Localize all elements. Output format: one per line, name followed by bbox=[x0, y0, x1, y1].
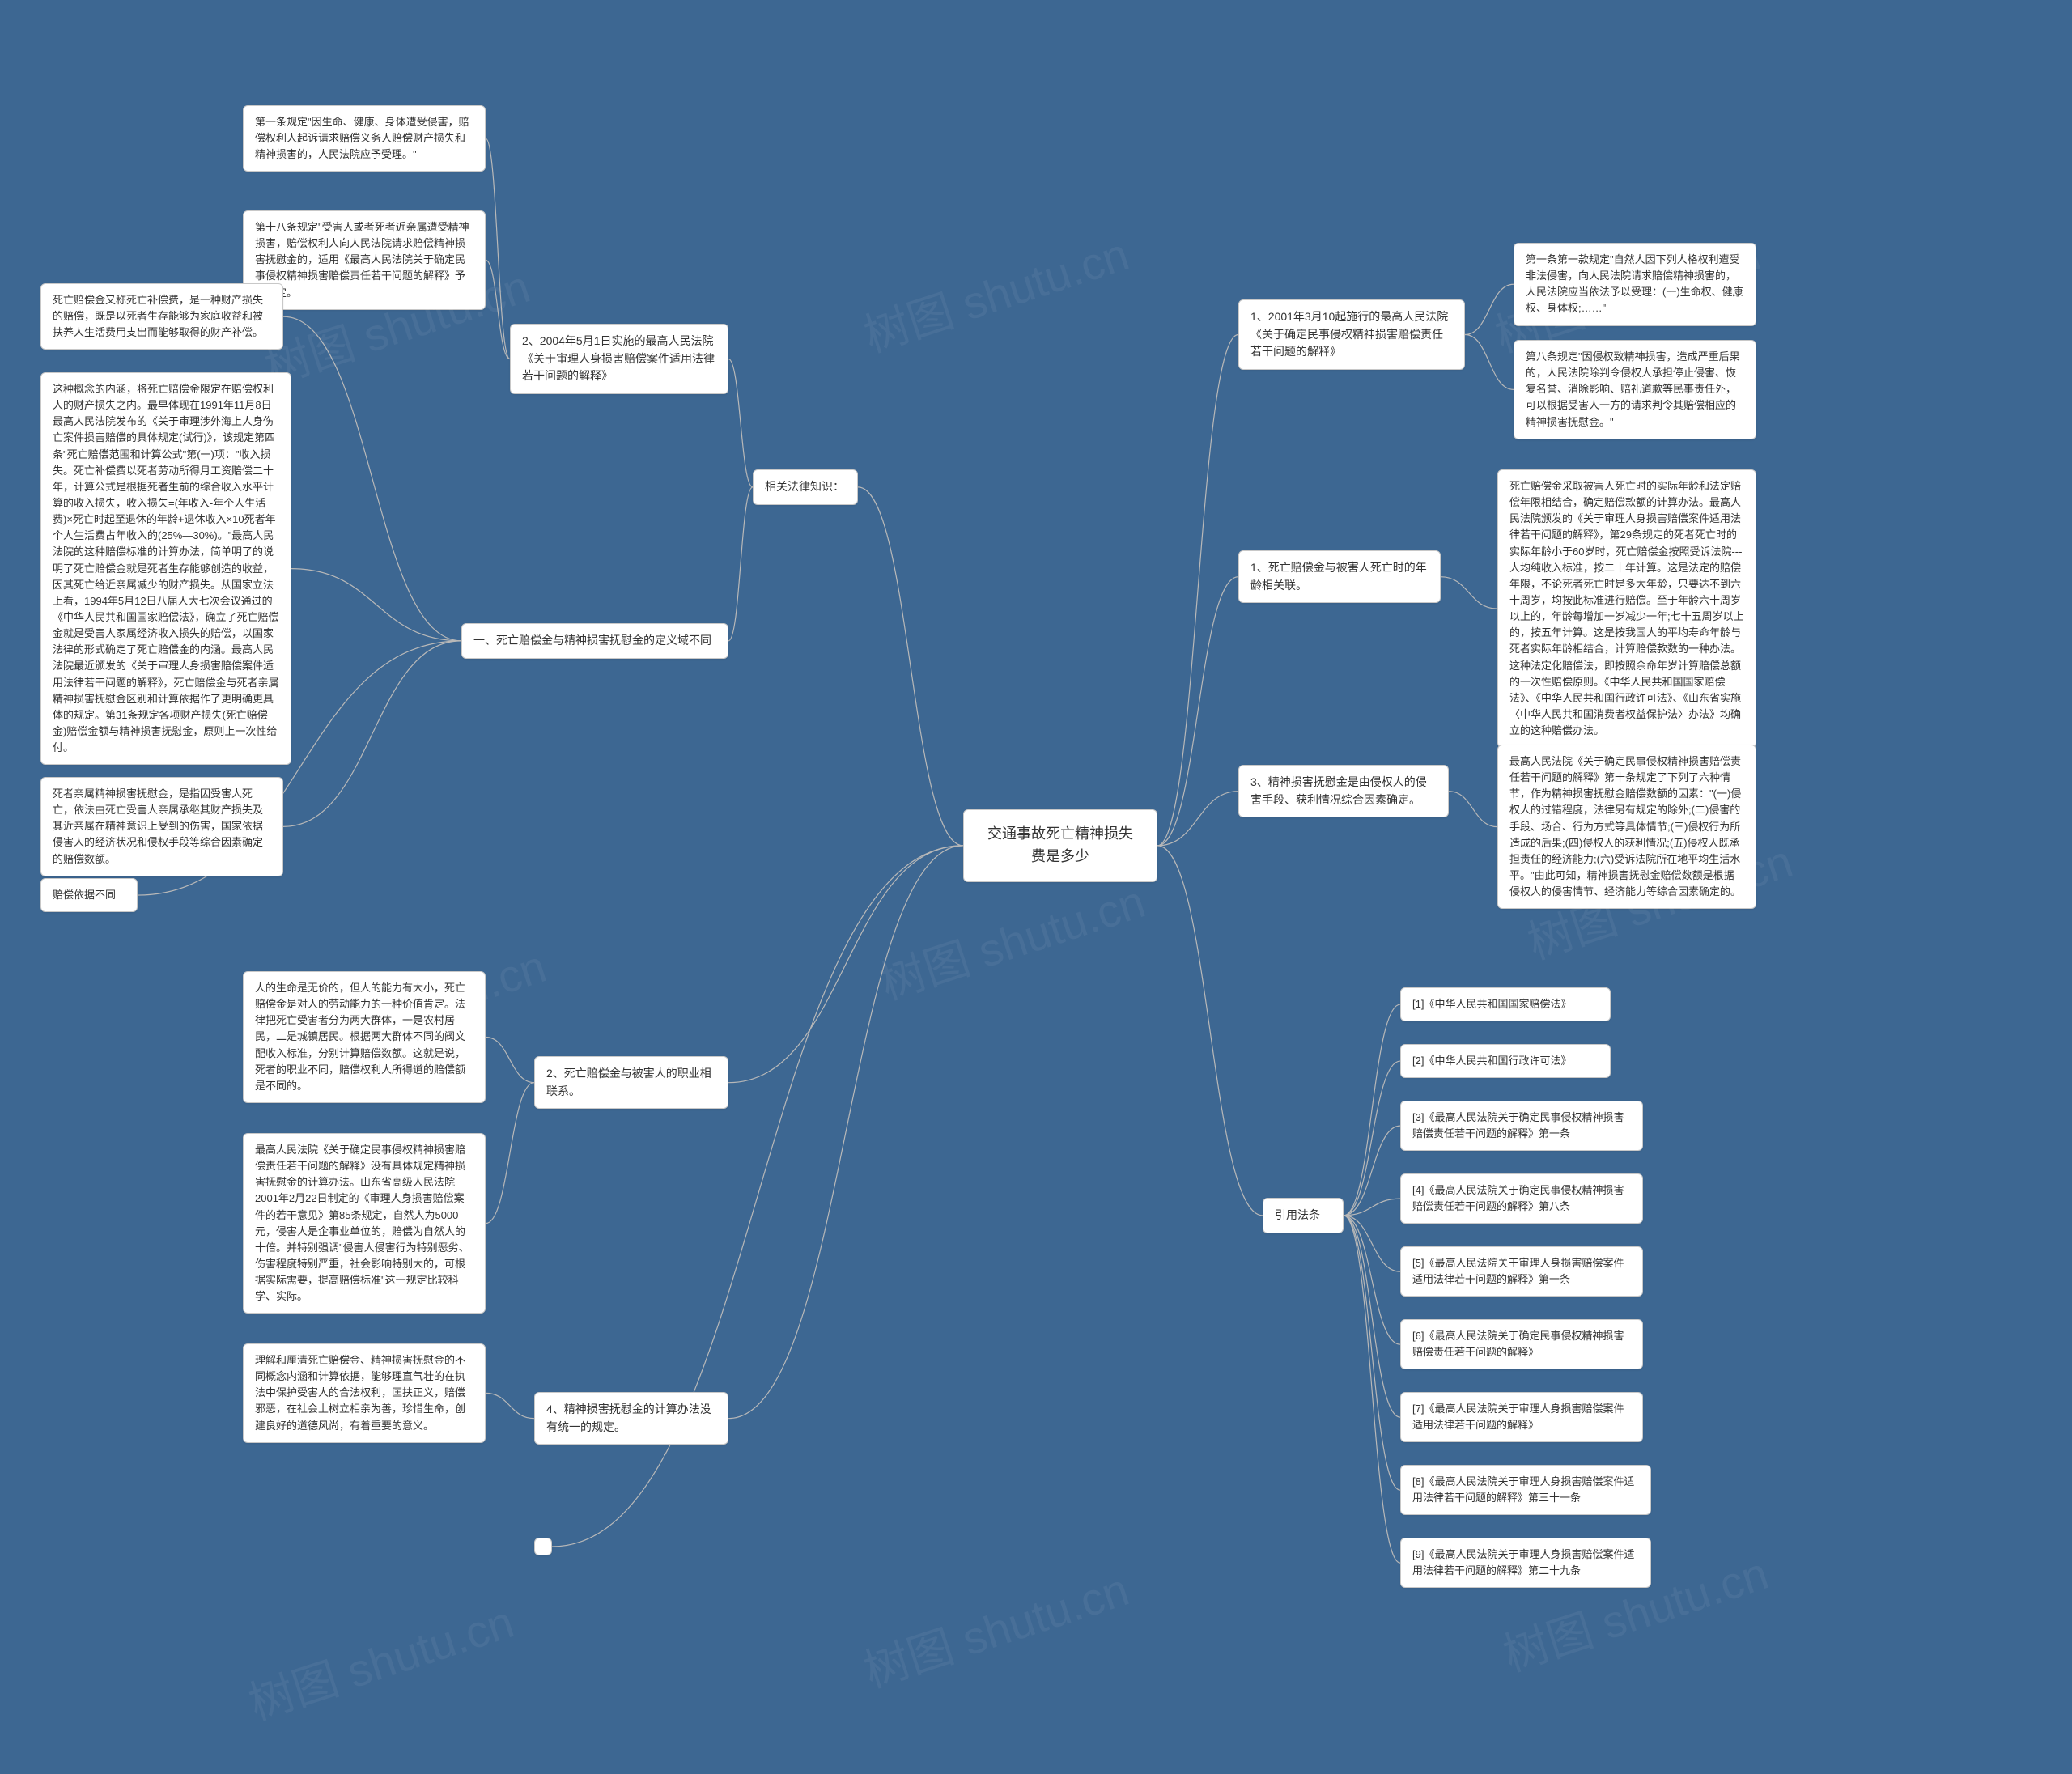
section-node: 引用法条 bbox=[1263, 1198, 1344, 1233]
center-node: 交通事故死亡精神损失费是多少 bbox=[963, 809, 1157, 882]
empty-node bbox=[534, 1538, 552, 1555]
leaf-node: 最高人民法院《关于确定民事侵权精神损害赔偿责任若干问题的解释》第十条规定了下列了… bbox=[1497, 745, 1756, 909]
leaf-node: [4]《最高人民法院关于确定民事侵权精神损害赔偿责任若干问题的解释》第八条 bbox=[1400, 1173, 1643, 1224]
leaf-node: 理解和厘清死亡赔偿金、精神损害抚慰金的不同概念内涵和计算依据，能够理直气壮的在执… bbox=[243, 1343, 486, 1443]
leaf-node: 赔偿依据不同 bbox=[40, 878, 138, 912]
section-node: 4、精神损害抚慰金的计算办法没有统一的规定。 bbox=[534, 1392, 728, 1445]
leaf-node: 死亡赔偿金又称死亡补偿费，是一种财产损失的赔偿，既是以死者生存能够为家庭收益和被… bbox=[40, 283, 283, 350]
watermark: 树图 shutu.cn bbox=[871, 866, 1153, 1013]
leaf-node: [2]《中华人民共和国行政许可法》 bbox=[1400, 1044, 1611, 1078]
section-node: 1、死亡赔偿金与被害人死亡时的年龄相关联。 bbox=[1238, 550, 1441, 603]
section-node: 2、死亡赔偿金与被害人的职业相联系。 bbox=[534, 1056, 728, 1109]
leaf-node: [7]《最高人民法院关于审理人身损害赔偿案件适用法律若干问题的解释》 bbox=[1400, 1392, 1643, 1442]
section-node: 3、精神损害抚慰金是由侵权人的侵害手段、获利情况综合因素确定。 bbox=[1238, 765, 1449, 817]
leaf-node: 第一条规定"因生命、健康、身体遭受侵害，赔偿权利人起诉请求赔偿义务人赔偿财产损失… bbox=[243, 105, 486, 172]
leaf-node: [3]《最高人民法院关于确定民事侵权精神损害赔偿责任若干问题的解释》第一条 bbox=[1400, 1101, 1643, 1151]
leaf-node: 最高人民法院《关于确定民事侵权精神损害赔偿责任若干问题的解释》没有具体规定精神损… bbox=[243, 1133, 486, 1314]
section-node: 1、2001年3月10起施行的最高人民法院《关于确定民事侵权精神损害赔偿责任若干… bbox=[1238, 299, 1465, 370]
leaf-node: [9]《最高人民法院关于审理人身损害赔偿案件适用法律若干问题的解释》第二十九条 bbox=[1400, 1538, 1651, 1588]
watermark: 树图 shutu.cn bbox=[855, 219, 1136, 366]
leaf-node: 死亡赔偿金采取被害人死亡时的实际年龄和法定赔偿年限相结合，确定赔偿款额的计算办法… bbox=[1497, 469, 1756, 748]
leaf-node: 这种概念的内涵，将死亡赔偿金限定在赔偿权利人的财产损失之内。最早体现在1991年… bbox=[40, 372, 291, 765]
leaf-node: [5]《最高人民法院关于审理人身损害赔偿案件适用法律若干问题的解释》第一条 bbox=[1400, 1246, 1643, 1297]
leaf-node: 第八条规定"因侵权致精神损害，造成严重后果的，人民法院除判令侵权人承担停止侵害、… bbox=[1514, 340, 1756, 439]
leaf-node: 第一条第一款规定"自然人因下列人格权利遭受非法侵害，向人民法院请求赔偿精神损害的… bbox=[1514, 243, 1756, 326]
leaf-node: 死者亲属精神损害抚慰金，是指因受害人死亡，依法由死亡受害人亲属承继其财产损失及其… bbox=[40, 777, 283, 876]
leaf-node: [1]《中华人民共和国国家赔偿法》 bbox=[1400, 987, 1611, 1021]
leaf-node: 人的生命是无价的，但人的能力有大小，死亡赔偿金是对人的劳动能力的一种价值肯定。法… bbox=[243, 971, 486, 1103]
leaf-node: [6]《最高人民法院关于确定民事侵权精神损害赔偿责任若干问题的解释》 bbox=[1400, 1319, 1643, 1369]
watermark: 树图 shutu.cn bbox=[240, 1586, 521, 1734]
subsection-node: 一、死亡赔偿金与精神损害抚慰金的定义域不同 bbox=[461, 623, 728, 659]
subsection-node: 2、2004年5月1日实施的最高人民法院《关于审理人身损害赔偿案件适用法律若干问… bbox=[510, 324, 728, 394]
leaf-node: [8]《最高人民法院关于审理人身损害赔偿案件适用法律若干问题的解释》第三十一条 bbox=[1400, 1465, 1651, 1515]
section-node: 相关法律知识： bbox=[753, 469, 858, 505]
watermark: 树图 shutu.cn bbox=[855, 1554, 1136, 1701]
